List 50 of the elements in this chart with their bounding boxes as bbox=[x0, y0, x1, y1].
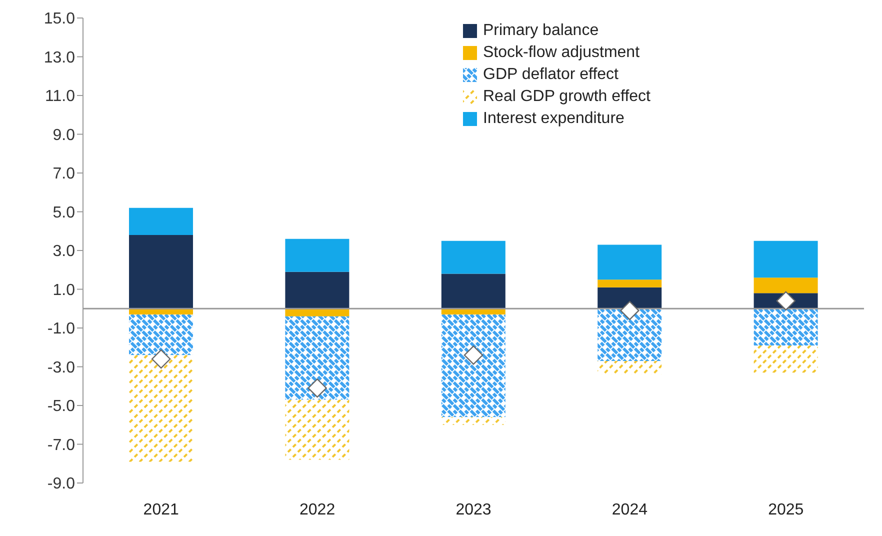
bar bbox=[754, 278, 818, 294]
bar bbox=[754, 240, 818, 278]
x-tick-label: 2024 bbox=[612, 501, 648, 518]
bar bbox=[285, 272, 350, 309]
bar bbox=[598, 244, 662, 280]
bar bbox=[441, 274, 506, 309]
y-tick-label: 11.0 bbox=[45, 88, 76, 106]
y-tick-label: 15.0 bbox=[44, 10, 76, 28]
legend-label: GDP deflator effect bbox=[483, 65, 618, 85]
bar bbox=[598, 360, 662, 374]
bar bbox=[441, 314, 506, 418]
bar bbox=[754, 308, 818, 346]
y-tick-label: 9.0 bbox=[52, 126, 76, 144]
bar bbox=[285, 400, 350, 460]
point bbox=[620, 300, 640, 320]
point bbox=[464, 346, 484, 365]
legend-label: Interest expenditure bbox=[483, 109, 624, 129]
bar bbox=[285, 238, 350, 272]
point bbox=[152, 349, 171, 369]
x-tick-label: 2025 bbox=[768, 501, 804, 518]
bar bbox=[129, 208, 193, 235]
bar bbox=[754, 345, 818, 373]
y-tick-label: -9.0 bbox=[47, 476, 76, 493]
y-tick-label: -7.0 bbox=[47, 436, 76, 454]
y-tick-label: -5.0 bbox=[47, 398, 76, 416]
legend-label: Stock-flow adjustment bbox=[483, 43, 640, 63]
bar bbox=[129, 355, 193, 462]
bar bbox=[598, 287, 662, 309]
y-tick-label: 13.0 bbox=[44, 49, 76, 66]
legend-label: Primary balance bbox=[483, 21, 599, 41]
y-tick-label: 1.0 bbox=[52, 282, 76, 299]
bar bbox=[129, 314, 193, 356]
bar bbox=[441, 417, 506, 425]
bar bbox=[598, 280, 662, 288]
x-tick-label: 2021 bbox=[143, 501, 179, 518]
x-tick-label: 2023 bbox=[456, 501, 492, 518]
bar bbox=[285, 316, 350, 400]
y-tick-label: -3.0 bbox=[47, 359, 76, 376]
y-tick-label: 7.0 bbox=[52, 166, 76, 183]
bar bbox=[285, 308, 350, 316]
point bbox=[308, 378, 327, 398]
x-tick-label: 2022 bbox=[300, 501, 336, 518]
bar bbox=[441, 240, 506, 274]
bar bbox=[598, 308, 662, 361]
bar bbox=[129, 235, 193, 309]
y-tick-label: -1.0 bbox=[47, 320, 76, 338]
legend-label: Real GDP growth effect bbox=[483, 87, 650, 107]
y-tick-label: 3.0 bbox=[52, 243, 76, 260]
point bbox=[776, 291, 796, 310]
y-tick-label: 5.0 bbox=[52, 204, 76, 222]
